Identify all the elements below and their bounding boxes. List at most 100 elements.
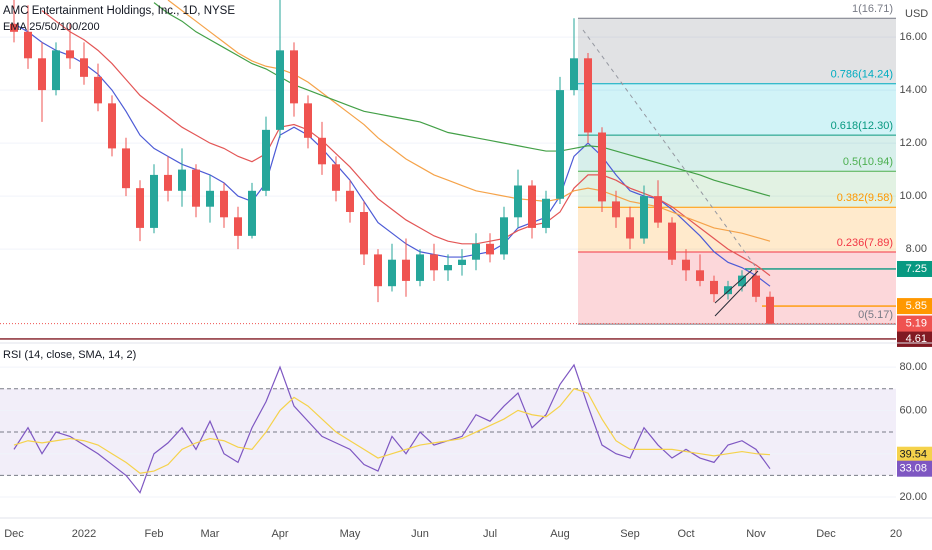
value-tag-label: 39.54 <box>899 449 927 461</box>
candle-body <box>164 174 172 191</box>
candle-body <box>332 164 340 191</box>
candle-body <box>458 259 466 266</box>
indicator-line <box>13 363 771 494</box>
candle-body <box>24 31 32 59</box>
value-tag <box>897 460 932 477</box>
candle-body <box>514 185 522 218</box>
x-tick-label: Feb <box>145 528 164 540</box>
indicator-line <box>167 0 771 242</box>
fib-label: 1(16.71) <box>852 3 893 15</box>
chart-title: AMC Entertainment Holdings, Inc., 1D, NY… <box>3 5 235 17</box>
candle-body <box>136 188 144 228</box>
indicator-line <box>13 388 771 474</box>
price-tag-label: 5.19 <box>906 317 927 329</box>
y-tick-label: 10.00 <box>899 190 927 202</box>
x-tick-label: 2022 <box>72 528 96 540</box>
candle-body <box>654 196 662 223</box>
value-tag <box>897 446 932 463</box>
candle-body <box>388 259 396 287</box>
fib-zone <box>578 18 896 84</box>
overlay: 16.00 14.00 12.00 10.00 8.00 7.25 5.85 4.61 5.19… <box>3 5 932 540</box>
candle-body <box>178 169 186 191</box>
candle-body <box>612 201 620 218</box>
candle-body <box>38 58 46 91</box>
candle-body <box>52 50 60 91</box>
y-tick-label: 16.00 <box>899 31 927 43</box>
rsi-title: RSI (14, close, SMA, 14, 2) <box>3 349 136 361</box>
fib-label: 0.786(14.24) <box>831 69 893 81</box>
candle-body <box>94 76 102 104</box>
x-tick-label: Mar <box>201 528 220 540</box>
candle-body <box>346 190 354 213</box>
y-tick-label: 12.00 <box>899 137 927 149</box>
candle-body <box>10 23 18 32</box>
fib-label: 0.382(9.58) <box>837 192 893 204</box>
x-tick-label: 20 <box>890 528 902 540</box>
x-tick-label: Jul <box>483 528 497 540</box>
chart-subtitle: EMA 25/50/100/200 <box>3 21 100 33</box>
value-tag-label: 33.08 <box>899 463 927 475</box>
fib-label: 0.618(12.30) <box>831 120 893 132</box>
candle-body <box>430 254 438 271</box>
candle-body <box>766 296 774 324</box>
fib-zone <box>578 83 896 136</box>
candle-body <box>416 254 424 281</box>
candle-body <box>696 270 704 281</box>
candle-body <box>584 58 592 133</box>
candle-body <box>192 169 200 207</box>
candle-body <box>108 103 116 149</box>
trend-line <box>582 29 759 271</box>
fib-label: 0(5.17) <box>858 309 893 321</box>
candle-body <box>626 217 634 239</box>
candle-body <box>738 275 746 287</box>
indicator-line <box>41 10 771 277</box>
candle-body <box>248 190 256 236</box>
candle-body <box>220 190 228 218</box>
candle-body <box>500 217 508 255</box>
x-tick-label: Dec <box>4 528 24 540</box>
candle-body <box>234 217 242 236</box>
x-tick-label: Sep <box>620 528 640 540</box>
candle-body <box>710 280 718 295</box>
candle-body <box>360 212 368 255</box>
candle-body <box>290 50 298 104</box>
y-tick-label: 8.00 <box>906 243 927 255</box>
candle-body <box>122 148 130 189</box>
candle-body <box>472 243 480 260</box>
x-tick-label: Nov <box>746 528 766 540</box>
candle-body <box>80 58 88 77</box>
candle-body <box>276 50 284 130</box>
fib-zone <box>578 252 896 325</box>
candle-body <box>262 129 270 191</box>
candle-body <box>374 254 382 287</box>
y-tick-label: 14.00 <box>899 84 927 96</box>
wedge-drawing <box>714 269 759 317</box>
candle-body <box>640 196 648 239</box>
x-tick-label: Jun <box>411 528 429 540</box>
y-tick-label: 20.00 <box>899 491 927 503</box>
fib-label: 0.236(7.89) <box>837 237 893 249</box>
unit-label: USD <box>905 8 928 20</box>
rsi-pane <box>0 363 896 498</box>
candle-body <box>66 50 74 59</box>
candle-body <box>556 90 564 199</box>
x-tick-label: Aug <box>550 528 570 540</box>
price-tag <box>897 315 932 332</box>
fib-label: 0.5(10.94) <box>843 156 893 168</box>
candle-body <box>206 190 214 207</box>
candle-body <box>444 265 452 271</box>
price-tag <box>897 298 932 315</box>
candle-body <box>542 198 550 228</box>
candle-body <box>682 259 690 271</box>
x-tick-label: May <box>340 528 361 540</box>
indicator-line <box>153 2 771 197</box>
y-tick-label: 60.00 <box>899 404 927 416</box>
candle-body <box>528 185 536 228</box>
candle-body <box>318 137 326 165</box>
candle-body <box>304 103 312 138</box>
candle-body <box>150 174 158 228</box>
price-tag-label: 5.85 <box>906 300 927 312</box>
